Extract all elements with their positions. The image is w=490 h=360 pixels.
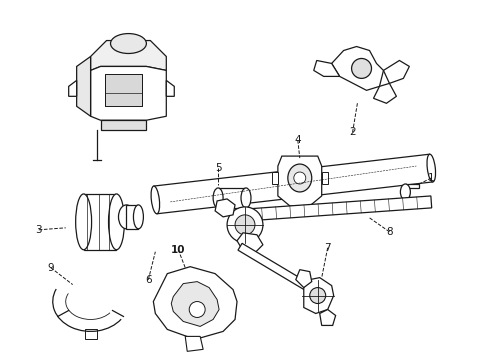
- Polygon shape: [296, 270, 312, 288]
- Polygon shape: [84, 194, 117, 250]
- Polygon shape: [373, 84, 396, 103]
- Polygon shape: [76, 57, 91, 116]
- Polygon shape: [69, 80, 76, 96]
- Polygon shape: [215, 199, 235, 217]
- Polygon shape: [172, 282, 219, 327]
- Polygon shape: [237, 233, 263, 253]
- Polygon shape: [91, 41, 166, 71]
- Ellipse shape: [133, 205, 144, 229]
- Ellipse shape: [111, 33, 147, 54]
- Ellipse shape: [75, 194, 92, 250]
- Ellipse shape: [108, 194, 124, 250]
- Text: 3: 3: [35, 225, 42, 235]
- Text: 8: 8: [386, 227, 393, 237]
- Text: 1: 1: [428, 173, 435, 183]
- Text: 2: 2: [349, 127, 356, 137]
- Ellipse shape: [400, 184, 410, 200]
- Polygon shape: [104, 75, 143, 106]
- Text: 10: 10: [171, 245, 186, 255]
- Polygon shape: [405, 184, 419, 200]
- Polygon shape: [332, 46, 384, 90]
- Ellipse shape: [241, 188, 251, 208]
- Ellipse shape: [213, 188, 223, 208]
- Polygon shape: [314, 60, 340, 76]
- Polygon shape: [185, 336, 203, 351]
- Polygon shape: [218, 188, 246, 208]
- Ellipse shape: [227, 207, 263, 243]
- Ellipse shape: [119, 205, 134, 229]
- Polygon shape: [304, 278, 334, 314]
- Text: 5: 5: [215, 163, 221, 173]
- Ellipse shape: [189, 302, 205, 318]
- Text: 9: 9: [48, 263, 54, 273]
- Ellipse shape: [151, 186, 160, 214]
- Ellipse shape: [310, 288, 326, 303]
- Polygon shape: [272, 172, 278, 184]
- Polygon shape: [384, 60, 409, 84]
- Polygon shape: [153, 267, 237, 339]
- Polygon shape: [247, 196, 432, 221]
- Polygon shape: [154, 154, 433, 214]
- Text: 4: 4: [294, 135, 301, 145]
- Ellipse shape: [294, 172, 306, 184]
- Polygon shape: [319, 310, 336, 325]
- Text: 7: 7: [324, 243, 331, 253]
- Ellipse shape: [352, 58, 371, 78]
- Polygon shape: [322, 172, 328, 184]
- Polygon shape: [278, 156, 322, 206]
- Polygon shape: [100, 120, 147, 130]
- Ellipse shape: [235, 215, 255, 235]
- Polygon shape: [126, 205, 138, 229]
- Ellipse shape: [427, 154, 436, 182]
- Polygon shape: [166, 80, 174, 96]
- Polygon shape: [91, 67, 166, 120]
- Ellipse shape: [288, 164, 312, 192]
- Polygon shape: [85, 329, 97, 339]
- Text: 6: 6: [145, 275, 152, 285]
- Polygon shape: [238, 243, 314, 293]
